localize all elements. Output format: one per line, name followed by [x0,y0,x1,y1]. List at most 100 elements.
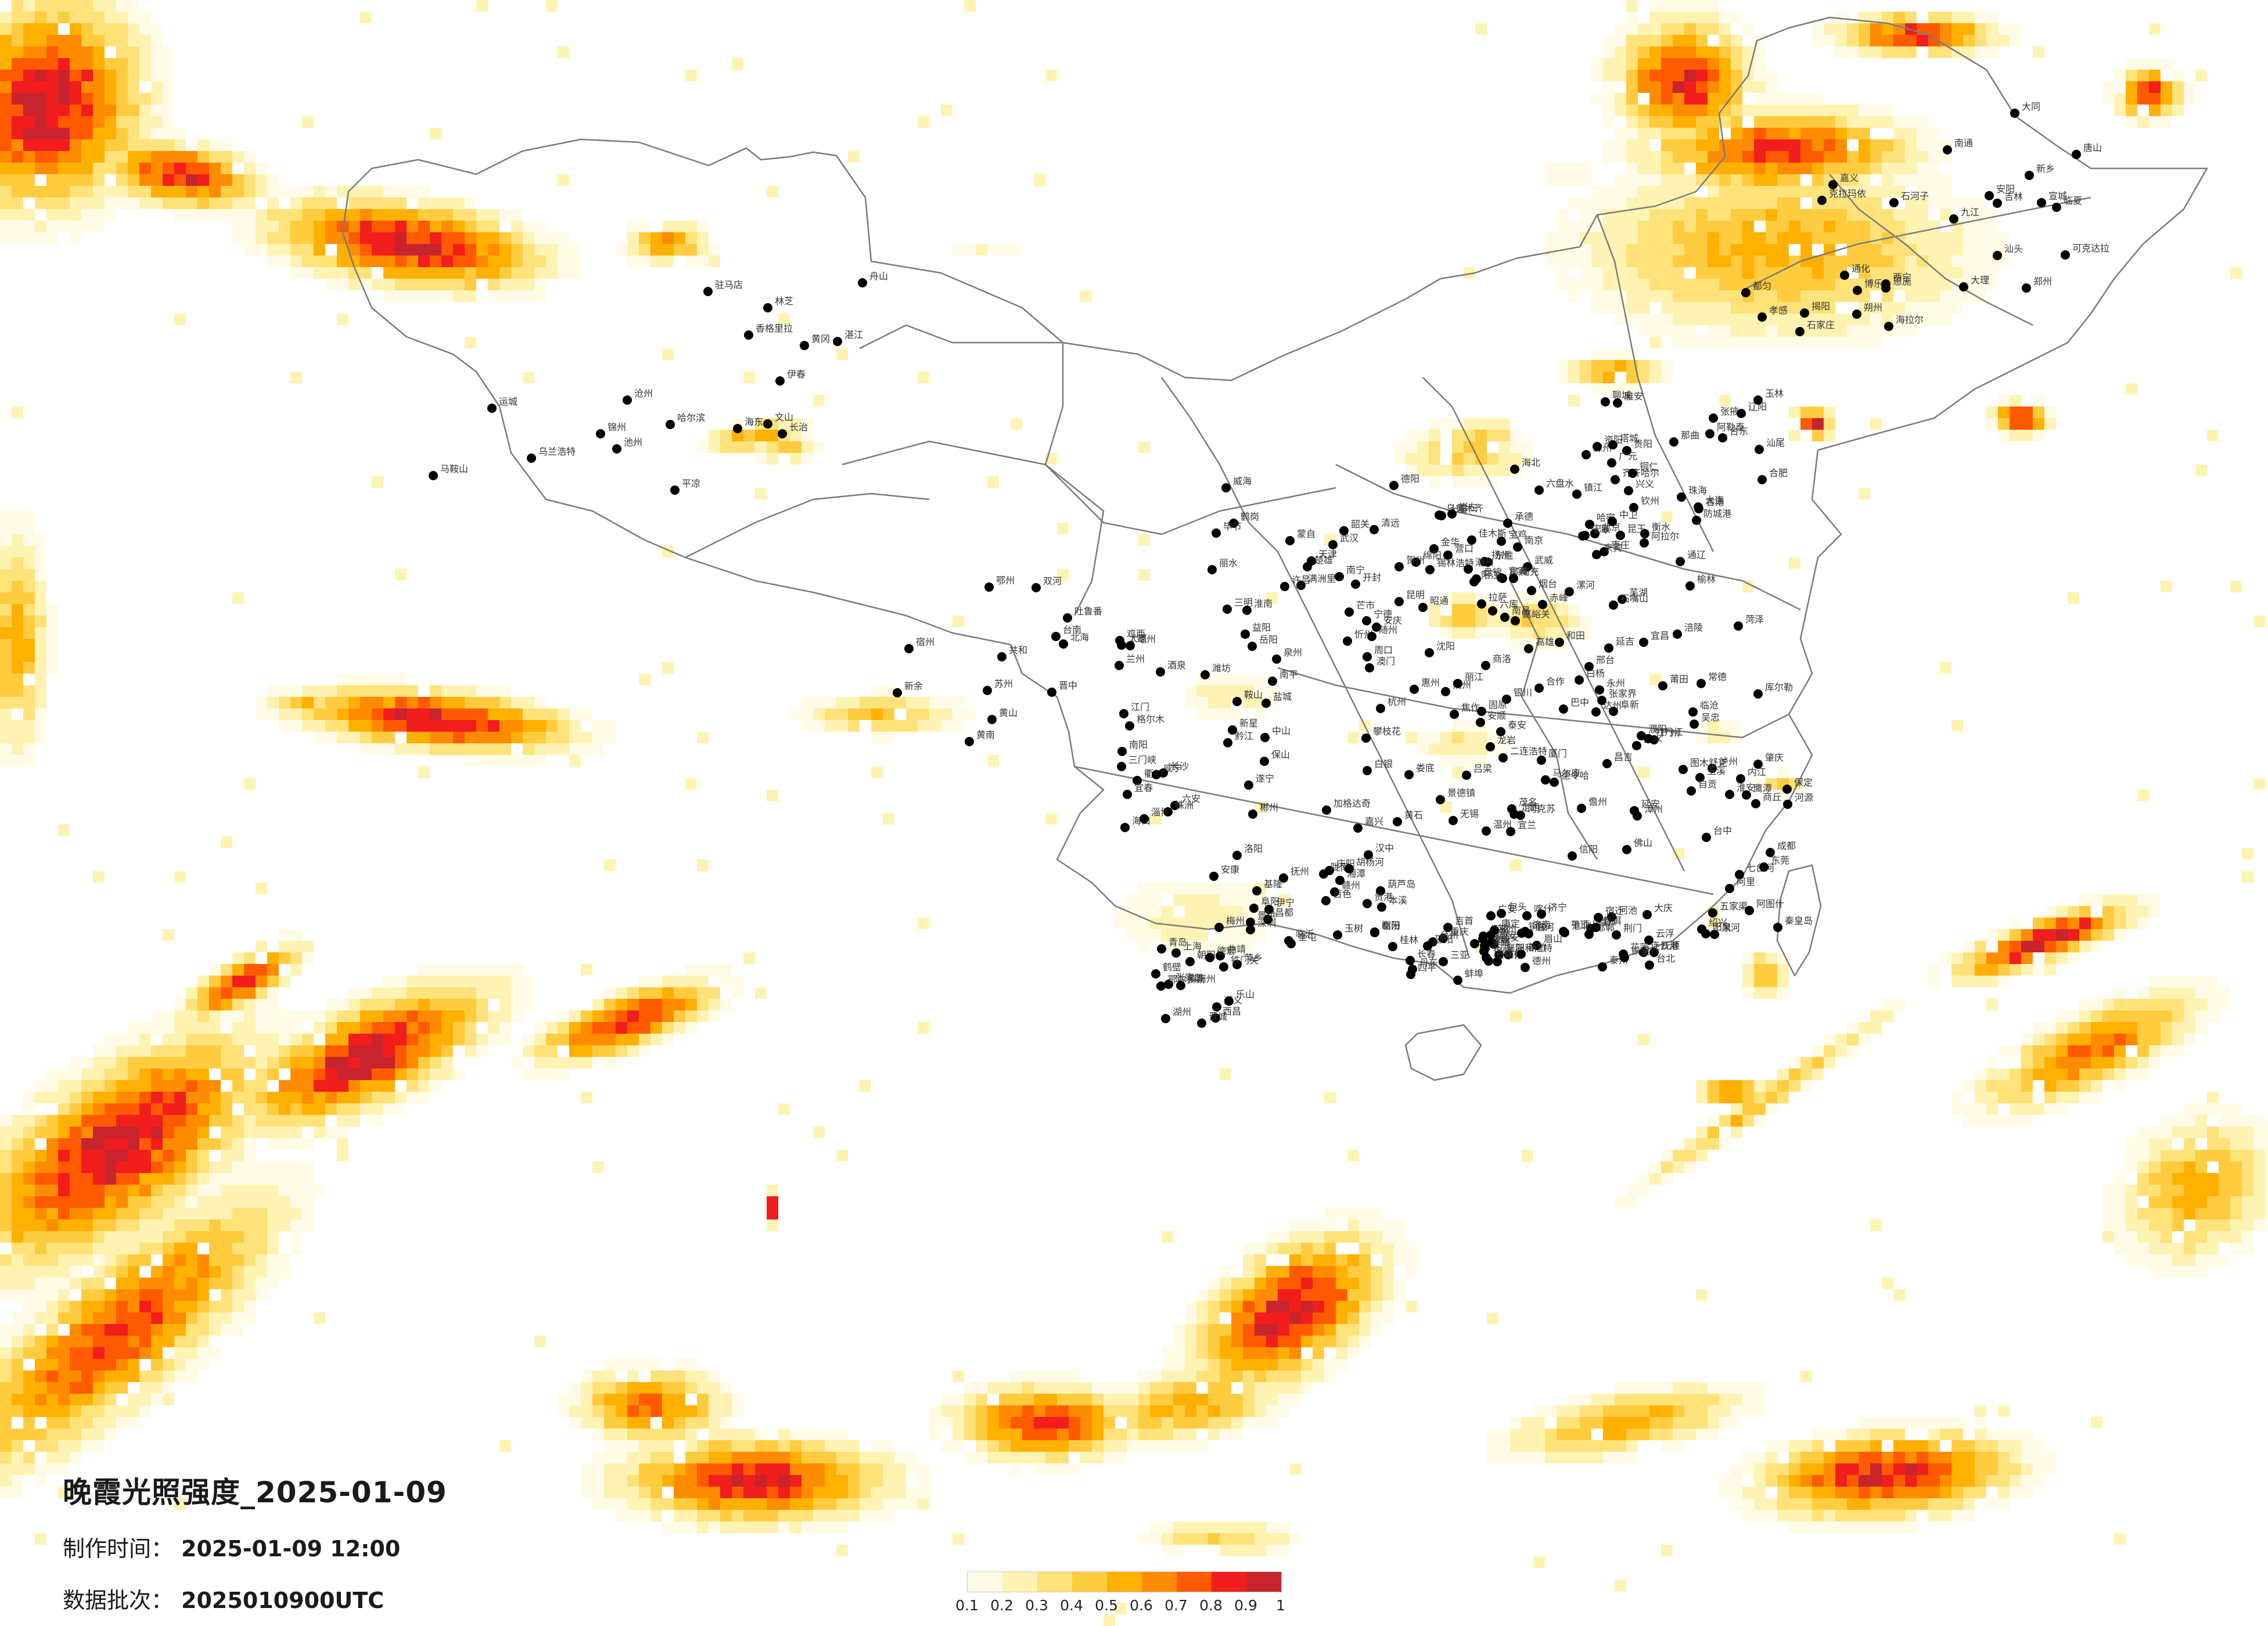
city-marker: 徐州 [1482,945,1512,962]
internal-border-3 [1160,377,1471,959]
city-marker: 朔州 [1852,302,1882,319]
city-marker: 开封 [1351,572,1381,589]
legend-tick-label: 0.6 [1130,1597,1153,1614]
city-marker: 成都 [1766,840,1796,857]
city-marker: 都匀 [1741,280,1771,297]
city-marker: 盐城 [1261,691,1292,708]
city-marker: 泉州 [1272,647,1302,664]
city-marker: 咸宁 [1152,762,1182,779]
city-marker: 钦州 [1629,495,1659,512]
city-marker: 高雄 [1524,636,1554,653]
city-marker: 菏泽 [1734,614,1764,631]
city-marker: 镇江 [1572,482,1602,499]
city-marker: 宜昌 [1639,630,1669,647]
city-marker: 满洲里 [1296,573,1336,590]
city-marker: 南京 [1513,535,1543,552]
internal-border-2 [842,440,1336,535]
city-marker: 信阳 [1568,844,1598,861]
legend-tick-label: 1 [1276,1597,1285,1614]
internal-border-11 [685,492,930,559]
city-marker: 吐鲁番 [1063,606,1102,623]
city-marker: 伊春 [775,369,806,386]
city-marker: 自贡 [1687,779,1717,796]
city-marker: 昆明 [1394,589,1425,606]
city-marker: 濮阳 [1637,724,1667,740]
city-marker: 乐山 [1224,989,1255,1006]
city-marker: 胡杨河 [1345,857,1384,873]
city-marker: 广元 [1607,451,1637,467]
city-marker: 奎屯 [1286,931,1317,948]
city-marker: 内江 [1736,767,1766,783]
city-marker: 云浮 [1644,928,1674,945]
city-marker: 巴中 [1559,697,1589,714]
city-marker: 烟台 [1527,578,1557,595]
city-marker: 南阳 [1117,739,1148,756]
city-marker: 鞍山 [1232,689,1263,706]
batch-line: 数据批次： 2025010900UTC [63,1582,447,1614]
city-marker: 宁德 [1362,609,1392,625]
city-marker: 新余 [893,681,923,697]
city-marker: 晋城 [1197,1011,1227,1028]
city-marker: 临河 [1524,922,1554,938]
city-marker: 五家渠 [1708,901,1748,918]
city-marker: 大同 [2010,101,2040,118]
city-marker: 杭州 [1376,696,1406,713]
city-marker: 那曲 [1669,430,1699,447]
city-marker: 赤峰 [1538,592,1568,609]
city-marker: 金华 [1429,537,1460,553]
city-marker: 玉溪 [1695,765,1726,782]
city-marker: 临汾 [1370,920,1400,937]
internal-border-12 [1509,580,1598,860]
city-marker: 鄂尔多斯 [1156,974,1205,991]
city-marker: 新乡 [2025,163,2055,180]
city-marker: 商丘 [1751,792,1781,808]
city-marker: 吉安 [1487,930,1517,947]
city-marker: 广安 [1486,904,1516,920]
city-marker: 马鞍山 [429,463,468,480]
city-marker: 定西 [1509,802,1540,819]
city-marker: 温州 [1482,819,1512,836]
city-marker: 梅州 [1214,915,1245,932]
legend-swatch [1107,1572,1142,1592]
city-marker: 重庆 [1439,926,1469,943]
city-marker: 西昌 [1211,1006,1241,1023]
city-marker: 陇南 [1319,862,1349,879]
city-marker: 宿州 [904,636,934,653]
city-marker: 昭通 [1418,595,1448,612]
made-time-value: 2025-01-09 12:00 [181,1536,401,1562]
city-marker: 哈尔滨 [666,412,705,429]
city-marker: 阿图什 [1745,898,1784,915]
city-marker: 玉树 [1333,923,1363,940]
city-marker: 江门 [1119,702,1149,718]
china-outline [342,16,2208,994]
city-marker: 雅安 [1613,391,1643,408]
city-marker-layer: 北京天津石家庄太原呼和浩特沈阳长春哈尔滨上海南京杭州合肥福州南昌济南郑州武汉长沙… [429,101,2109,1028]
city-marker: 昌都 [1263,907,1293,924]
city-marker: 白杨 [1575,668,1605,685]
city-marker: 曲靖 [1216,944,1246,961]
city-marker: 加格达奇 [1322,798,1371,815]
legend-swatch [1212,1572,1246,1592]
city-marker: 洛阳 [1232,843,1263,860]
city-marker: 承德 [1503,511,1533,528]
city-marker: 四平 [1406,962,1436,979]
city-marker: 淮南 [1242,598,1273,615]
city-marker: 周口 [1363,645,1393,661]
city-marker: 聊城 [1601,390,1631,406]
city-marker: 塔城 [1608,433,1638,449]
city-marker: 可克达拉 [2061,243,2109,260]
title-block: 晚霞光照强度_2025-01-09 制作时间： 2025-01-09 12:00 … [63,1469,447,1614]
city-marker: 六库 [1488,599,1518,616]
city-marker: 安康 [1209,864,1239,881]
city-marker: 马尔康 [1541,768,1580,785]
city-marker: 绍兴 [1697,917,1727,934]
city-marker: 黄石 [1393,810,1423,826]
city-marker: 宣城 [2037,190,2067,207]
city-marker: 厦门 [1537,748,1567,765]
city-marker: 阜新 [1609,699,1639,716]
city-marker: 鹤岗 [1229,511,1259,528]
city-marker: 拉萨 [1477,592,1507,609]
city-marker: 安顺 [1476,710,1506,727]
city-marker: 秦皇岛 [1773,915,1813,932]
